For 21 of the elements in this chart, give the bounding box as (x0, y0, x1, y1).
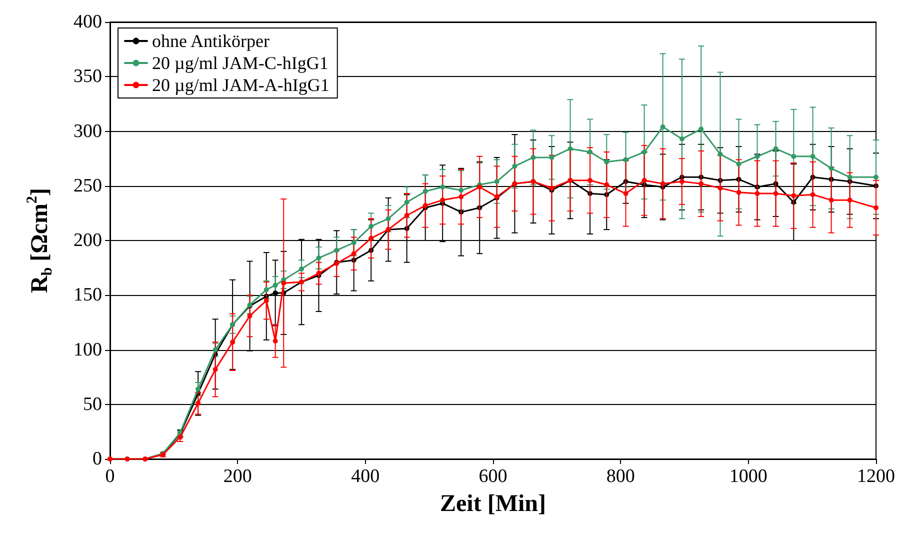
x-tick-label: 600 (478, 466, 508, 487)
y-tick-label: 100 (74, 339, 102, 360)
x-tick-label: 400 (351, 466, 380, 487)
x-tick-label: 1200 (857, 466, 895, 487)
y-tick-label: 350 (74, 66, 102, 88)
x-tick-label: 0 (105, 466, 115, 487)
y-tick-label: 200 (74, 230, 102, 251)
x-tick-label: 800 (606, 466, 635, 487)
y-tick-label: 0 (92, 448, 102, 470)
y-tick-label: 400 (74, 12, 102, 32)
y-tick-label: 250 (74, 175, 102, 196)
y-tick-label: 50 (83, 394, 102, 415)
y-axis-title: Rb [Ωcm2] (24, 188, 56, 294)
x-axis-title: Zeit [Min] (440, 491, 546, 517)
y-tick-label: 300 (74, 120, 102, 142)
legend-label: 20 µg/ml JAM-C-hIgG1 (152, 53, 328, 73)
x-tick-label: 200 (223, 466, 252, 487)
y-tick-label: 150 (74, 284, 102, 306)
x-tick-label: 1000 (729, 466, 768, 487)
legend-label: ohne Antikörper (152, 31, 270, 51)
legend-label: 20 µg/ml JAM-A-hIgG1 (152, 75, 330, 95)
